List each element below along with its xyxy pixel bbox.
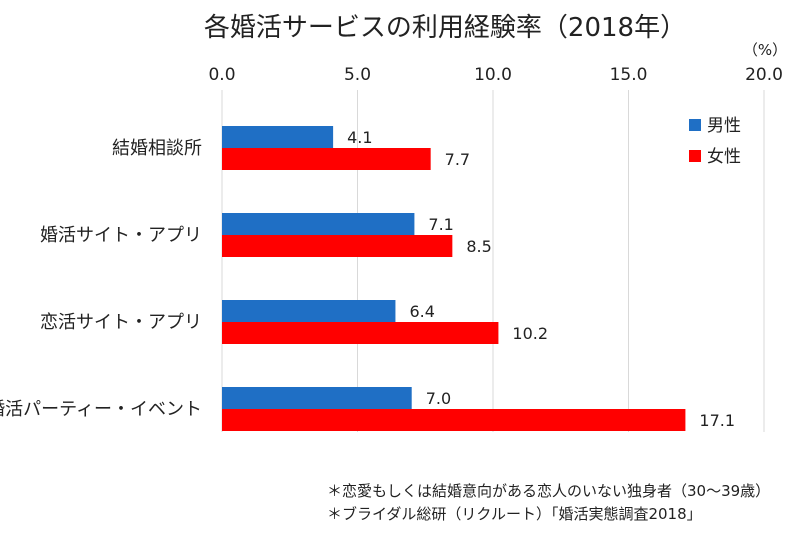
bar-female bbox=[222, 409, 686, 431]
data-label: 7.1 bbox=[428, 215, 453, 234]
legend-swatch-male bbox=[689, 119, 701, 131]
bar-female bbox=[222, 235, 453, 257]
legend-label-female: 女性 bbox=[707, 147, 741, 167]
data-label: 4.1 bbox=[347, 128, 372, 147]
x-tick-label: 5.0 bbox=[344, 65, 371, 85]
x-tick-label: 15.0 bbox=[610, 65, 648, 85]
bar-male bbox=[222, 126, 334, 148]
x-tick-label: 10.0 bbox=[474, 65, 512, 85]
bar-male bbox=[222, 300, 396, 322]
x-axis-ticks: 0.0 5.0 10.0 15.0 20.0 bbox=[208, 65, 782, 85]
x-tick-label: 0.0 bbox=[208, 65, 235, 85]
bars bbox=[222, 126, 686, 431]
category-label: 結婚相談所 bbox=[112, 138, 202, 159]
legend: 男性 女性 bbox=[689, 116, 741, 167]
gridlines bbox=[221, 90, 765, 432]
chart-title: 各婚活サービスの利用経験率（2018年） bbox=[204, 13, 686, 43]
category-label: 婚活パーティー・イベント bbox=[0, 399, 202, 420]
legend-swatch-female bbox=[689, 150, 701, 162]
bar-female bbox=[222, 148, 431, 170]
data-label: 7.7 bbox=[445, 150, 470, 169]
bar-male bbox=[222, 213, 415, 235]
note-line-1: ＊恋愛もしくは結婚意向がある恋人のいない独身者（30〜39歳） bbox=[327, 482, 770, 500]
bar-male bbox=[222, 387, 412, 409]
data-labels: 4.1 7.7 7.1 8.5 6.4 10.2 7.0 17.1 bbox=[347, 128, 735, 430]
note-line-2: ＊ブライダル総研（リクルート）「婚活実態調査2018」 bbox=[327, 505, 702, 523]
data-label: 8.5 bbox=[466, 237, 491, 256]
unit-label: （%） bbox=[743, 41, 787, 59]
bar-female bbox=[222, 322, 499, 344]
category-label: 恋活サイト・アプリ bbox=[40, 311, 202, 333]
data-label: 6.4 bbox=[409, 302, 434, 321]
x-tick-label: 20.0 bbox=[745, 65, 783, 85]
data-label: 17.1 bbox=[699, 411, 735, 430]
category-label: 婚活サイト・アプリ bbox=[40, 225, 202, 246]
data-label: 7.0 bbox=[426, 389, 451, 408]
legend-label-male: 男性 bbox=[707, 116, 741, 136]
data-label: 10.2 bbox=[512, 324, 548, 343]
